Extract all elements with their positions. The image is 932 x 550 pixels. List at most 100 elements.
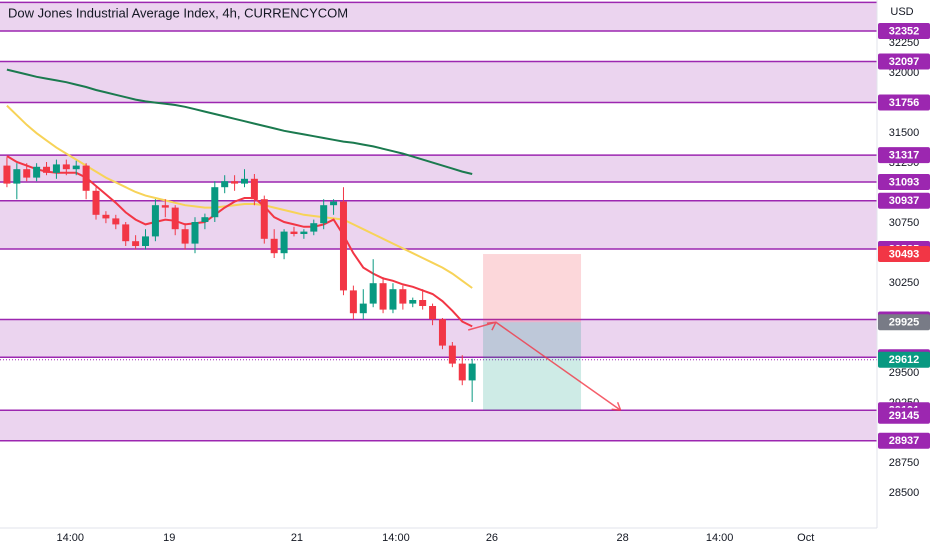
candle-body (13, 169, 21, 184)
price-label: 31093 (889, 176, 920, 188)
candle-body (3, 165, 11, 184)
candle-body (82, 165, 90, 191)
price-label: 32097 (889, 56, 920, 68)
plot-area (0, 1, 877, 442)
price-label-box (878, 314, 930, 331)
candle-body (399, 289, 407, 304)
x-tick-label: 26 (486, 532, 498, 544)
candle-body (72, 165, 80, 170)
forecast-arrow (467, 321, 622, 412)
candle-body (240, 178, 248, 184)
candle-body (151, 205, 159, 237)
candle-body (419, 300, 427, 306)
candle-body (349, 290, 357, 314)
currency: USD (890, 6, 913, 18)
candle-body (112, 218, 120, 225)
moving-average (6, 104, 473, 289)
price-label-box (878, 351, 930, 368)
candle-body (369, 283, 377, 304)
candle-body (52, 164, 60, 173)
candle-body (161, 205, 169, 208)
price-label: 29145 (889, 410, 920, 422)
zone (0, 155, 877, 183)
price-label: 28937 (889, 435, 920, 447)
candle-body (468, 363, 476, 381)
candle-body (231, 181, 239, 184)
y-tick-label: 30250 (889, 277, 920, 289)
candle-body (92, 190, 100, 215)
candle-body (320, 205, 328, 224)
candle-body (201, 217, 209, 222)
candle-body (448, 345, 456, 364)
y-tick-label: 29500 (889, 367, 920, 379)
x-tick-label: 14:00 (382, 532, 410, 544)
price-label-box (878, 407, 930, 424)
price-label-box (878, 53, 930, 70)
candle-body (280, 231, 288, 254)
candle-body (300, 231, 308, 234)
price-label: 29925 (889, 317, 920, 329)
chart-title: Dow Jones Industrial Average Index, 4h, … (8, 5, 348, 20)
candle-body (438, 319, 446, 346)
price-label: 30937 (889, 195, 920, 207)
price-label: 31756 (889, 97, 920, 109)
zone (0, 61, 877, 103)
candle-body (23, 169, 31, 178)
price-label: 30493 (889, 248, 920, 260)
candle-body (389, 289, 397, 310)
zone (0, 319, 877, 358)
x-tick-label: 19 (163, 532, 175, 544)
x-tick-label: 21 (291, 532, 303, 544)
price-label-box (878, 246, 930, 263)
candle-body (330, 201, 338, 206)
price-label-box (878, 22, 930, 39)
price-label-box (878, 147, 930, 164)
candle-body (429, 306, 437, 320)
candle-body (102, 214, 110, 219)
candle-body (290, 231, 298, 234)
price-label: 32352 (889, 25, 920, 37)
candle-body (310, 223, 318, 232)
zone (0, 2, 877, 31)
candle-body (142, 236, 150, 246)
y-tick-label: 32250 (889, 37, 920, 49)
y-tick-label: 28500 (889, 487, 920, 499)
candle-body (62, 164, 70, 170)
x-tick-label: 14:00 (57, 532, 85, 544)
candle-body (211, 187, 219, 218)
candle-body (270, 238, 278, 254)
x-tick-label: 14:00 (706, 532, 734, 544)
price-label: 29612 (889, 354, 920, 366)
candle-body (359, 303, 367, 314)
y-tick-label: 31500 (889, 127, 920, 139)
price-label-box (878, 94, 930, 111)
y-tick-label: 28750 (889, 457, 920, 469)
zone (0, 200, 877, 249)
price-axis (877, 0, 932, 550)
candle-body (191, 222, 199, 244)
price-label-box (878, 432, 930, 449)
price-label-box (878, 192, 930, 209)
candle-body (181, 229, 189, 244)
y-tick-label: 32000 (889, 67, 920, 79)
candle-body (122, 224, 130, 242)
candle-body (33, 166, 41, 178)
x-tick-label: 28 (616, 532, 628, 544)
price-label: 31317 (889, 150, 920, 162)
candle-body (132, 241, 140, 246)
candle-body (171, 207, 179, 230)
price-label-box (878, 174, 930, 191)
stop-zone (483, 254, 582, 323)
candle-body (379, 283, 387, 310)
candle-body (409, 300, 417, 304)
candle-body (458, 363, 466, 381)
candle-body (250, 178, 258, 200)
candle-body (260, 199, 268, 239)
y-tick-label: 30750 (889, 217, 920, 229)
candle-body (43, 166, 51, 173)
candle-body (339, 201, 347, 291)
candle-body (221, 181, 229, 188)
moving-average (6, 68, 473, 175)
x-tick-label: Oct (797, 532, 814, 544)
